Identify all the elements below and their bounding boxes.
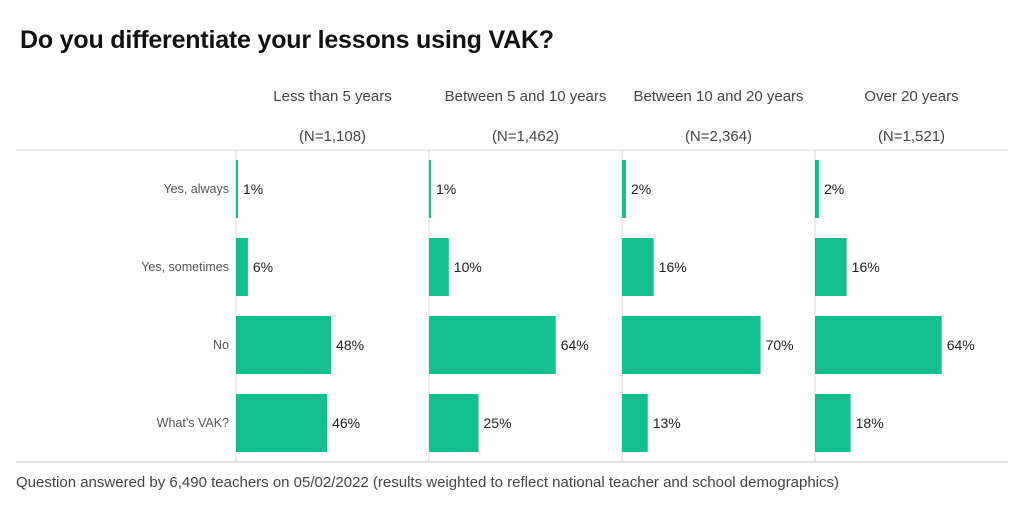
bar — [429, 238, 449, 296]
panel-title-over-20-years: Over 20 years — [864, 88, 959, 105]
value-label: 70% — [766, 337, 794, 353]
bar — [815, 238, 847, 296]
bar — [236, 316, 332, 374]
bar — [815, 394, 851, 452]
bar — [429, 394, 479, 452]
bar — [815, 160, 819, 218]
category-label: Yes, always — [163, 182, 229, 196]
bar — [429, 160, 431, 218]
bar — [622, 160, 626, 218]
value-label: 16% — [852, 259, 880, 275]
value-label: 2% — [631, 181, 651, 197]
value-label: 25% — [484, 415, 512, 431]
panel-title-10-to-20-years: Between 10 and 20 years — [633, 88, 804, 105]
value-label: 2% — [824, 181, 844, 197]
value-label: 6% — [253, 259, 273, 275]
value-label: 1% — [436, 181, 456, 197]
panel-title-5-to-10-years: Between 5 and 10 years — [444, 88, 607, 105]
bar — [815, 316, 942, 374]
chart-title: Do you differentiate your lessons using … — [20, 26, 554, 54]
panel-n-over-20-years: (N=1,521) — [877, 128, 946, 145]
panel-n-less-than-5-years: (N=1,108) — [298, 128, 367, 145]
bar — [429, 316, 556, 374]
bar — [236, 238, 248, 296]
bar — [236, 394, 328, 452]
category-label: Yes, sometimes — [141, 260, 229, 274]
panel-n-10-to-20-years: (N=2,364) — [684, 128, 753, 145]
value-label: 48% — [336, 337, 364, 353]
category-label: What's VAK? — [157, 416, 229, 430]
panel-n-5-to-10-years: (N=1,462) — [491, 128, 560, 145]
chart-footnote: Question answered by 6,490 teachers on 0… — [16, 474, 840, 491]
bar — [622, 238, 654, 296]
value-label: 64% — [561, 337, 589, 353]
value-label: 46% — [332, 415, 360, 431]
value-label: 13% — [653, 415, 681, 431]
panel-title-less-than-5-years: Less than 5 years — [273, 88, 392, 105]
value-label: 16% — [659, 259, 687, 275]
value-label: 10% — [454, 259, 482, 275]
category-label: No — [213, 338, 229, 352]
bar — [622, 316, 761, 374]
value-label: 18% — [856, 415, 884, 431]
bar — [236, 160, 238, 218]
bar — [622, 394, 648, 452]
value-label: 1% — [243, 181, 263, 197]
value-label: 64% — [947, 337, 975, 353]
